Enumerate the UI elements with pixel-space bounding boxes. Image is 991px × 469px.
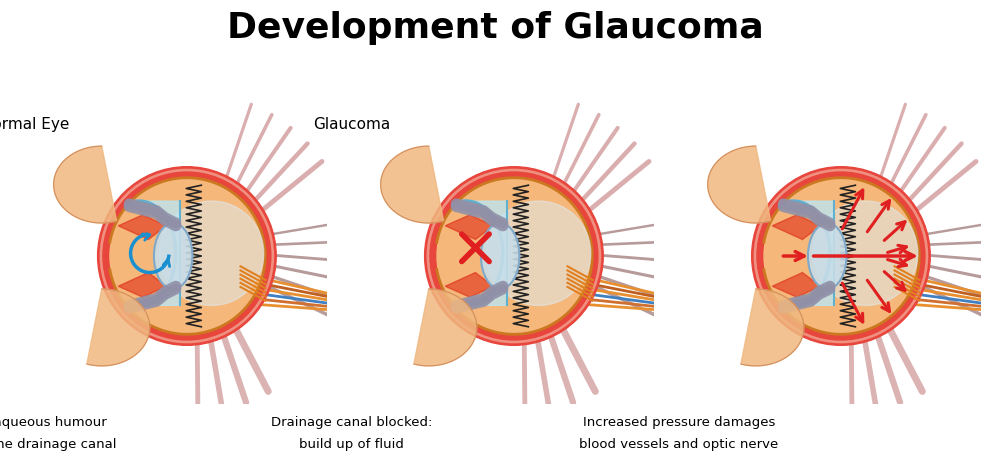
Text: Normal Eye: Normal Eye: [0, 117, 69, 132]
Polygon shape: [414, 289, 477, 366]
Polygon shape: [445, 272, 494, 297]
Circle shape: [97, 166, 276, 345]
Ellipse shape: [808, 223, 846, 289]
Text: Development of Glaucoma: Development of Glaucoma: [227, 11, 764, 45]
Polygon shape: [772, 215, 821, 240]
Circle shape: [427, 169, 601, 343]
Polygon shape: [87, 289, 150, 366]
Circle shape: [160, 201, 264, 305]
Circle shape: [757, 172, 925, 340]
Text: Increased pressure damages: Increased pressure damages: [583, 416, 775, 430]
Text: Flow of aqueous humour: Flow of aqueous humour: [0, 416, 107, 430]
Circle shape: [103, 172, 271, 340]
Circle shape: [754, 169, 928, 343]
Ellipse shape: [481, 223, 519, 289]
Text: blood vessels and optic nerve: blood vessels and optic nerve: [579, 438, 779, 451]
Polygon shape: [118, 215, 166, 240]
Circle shape: [424, 166, 604, 345]
Circle shape: [814, 201, 918, 305]
Circle shape: [764, 179, 918, 333]
Text: Drainage canal blocked:: Drainage canal blocked:: [272, 416, 432, 430]
Polygon shape: [381, 146, 444, 223]
Polygon shape: [772, 272, 821, 297]
Polygon shape: [791, 201, 834, 305]
Polygon shape: [118, 272, 166, 297]
Circle shape: [487, 201, 591, 305]
Circle shape: [430, 172, 598, 340]
Circle shape: [437, 179, 591, 333]
Polygon shape: [708, 146, 771, 223]
Circle shape: [751, 166, 931, 345]
Polygon shape: [464, 201, 507, 305]
Circle shape: [110, 179, 264, 333]
Circle shape: [100, 169, 274, 343]
Polygon shape: [137, 201, 180, 305]
Text: build up of fluid: build up of fluid: [299, 438, 404, 451]
Text: through the drainage canal: through the drainage canal: [0, 438, 116, 451]
Polygon shape: [741, 289, 804, 366]
Text: Glaucoma: Glaucoma: [313, 117, 390, 132]
Ellipse shape: [154, 223, 192, 289]
Polygon shape: [54, 146, 117, 223]
Polygon shape: [445, 215, 494, 240]
